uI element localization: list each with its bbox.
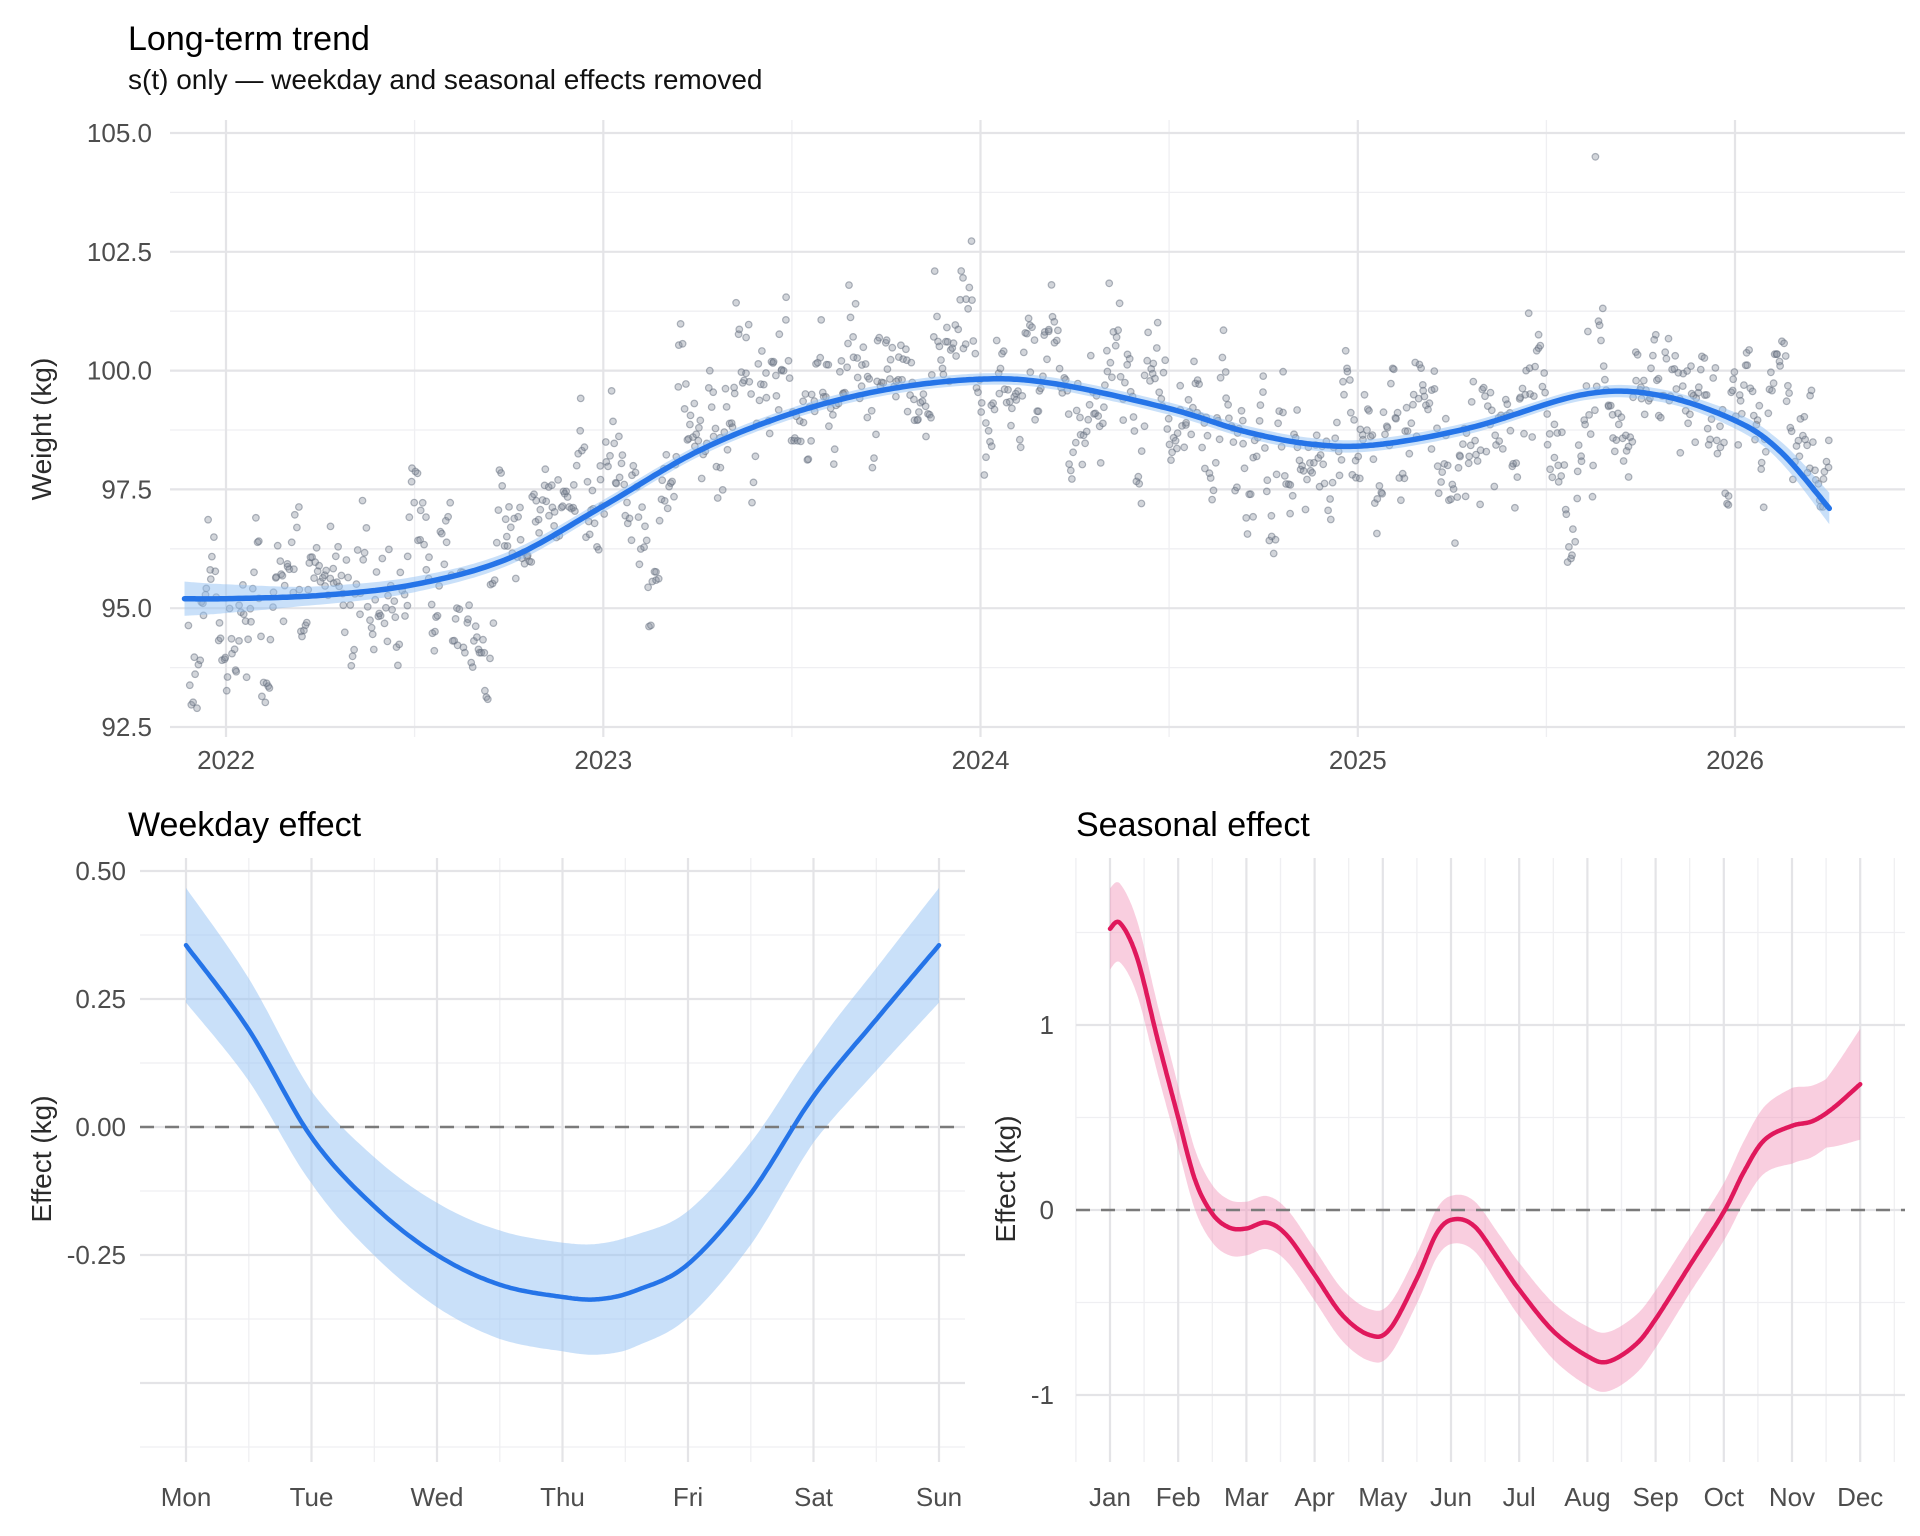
weekday-x-tick-label: Tue [290,1482,334,1512]
trend-chart-title: Long-term trend [128,20,370,58]
seasonal-x-tick-label: Jul [1503,1482,1536,1512]
weekday-tick-labels: Mon Tue Wed Thu Fri Sat Sun 0.50 0.25 0.00 -0.25 [67,856,962,1512]
seasonal-smooth-line [1107,919,1863,1365]
weekday-effect-chart: Mon Tue Wed Thu Fri Sat Sun 0.50 0.25 0.00 -0.25 [67,856,965,1512]
seasonal-x-tick-label: Mar [1224,1482,1269,1512]
trend-tick-labels: 2022 2023 2024 2025 2026 105.0 102.5 100.0 97.5 9… [87,118,1764,775]
weekday-y-tick-label: 0.25 [75,984,126,1014]
trend-chart: 2022 2023 2024 2025 2026 105.0 102.5 100.0 97.5 9… [87,118,1905,775]
trend-grid-minor [170,120,1905,737]
weekday-y-tick-label: 0.50 [75,856,126,886]
weekday-y-tick-label: -0.25 [67,1240,126,1270]
weekday-x-tick-label: Mon [161,1482,212,1512]
seasonal-effect-chart: Jan Feb Mar Apr May Jun Jul Aug Sep Oct Nov Dec 1 0 -1 [1031,858,1905,1512]
seasonal-x-tick-label: Jun [1430,1482,1472,1512]
weekday-smooth-line [183,942,942,1302]
weekday-chart-title: Weekday effect [128,806,362,844]
outlier-point [1591,152,1600,161]
seasonal-y-tick-label: 0 [1040,1195,1054,1225]
seasonal-x-tick-label: Sep [1632,1482,1678,1512]
weekday-x-tick-label: Wed [411,1482,464,1512]
seasonal-x-tick-label: Apr [1294,1482,1335,1512]
seasonal-y-tick-label: 1 [1040,1010,1054,1040]
seasonal-y-tick-label: -1 [1031,1380,1054,1410]
trend-y-tick-label: 92.5 [101,712,152,742]
weekday-x-tick-label: Sat [794,1482,834,1512]
trend-y-tick-label: 95.0 [101,593,152,623]
seasonal-x-tick-label: Feb [1156,1482,1201,1512]
trend-confidence-band [184,373,1830,616]
seasonal-grid-minor [1075,858,1905,1462]
trend-x-tick-label: 2026 [1706,745,1764,775]
weekday-grid-major [140,858,965,1462]
trend-chart-subtitle: s(t) only — weekday and seasonal effects… [128,64,763,95]
trend-y-tick-label: 102.5 [87,237,152,267]
seasonal-x-tick-label: Nov [1769,1482,1815,1512]
trend-grid-major [170,120,1905,737]
trend-x-tick-label: 2022 [197,745,255,775]
trend-x-tick-label: 2024 [952,745,1010,775]
trend-x-tick-label: 2023 [574,745,632,775]
trend-y-tick-label: 100.0 [87,356,152,386]
seasonal-x-tick-label: Jan [1089,1482,1131,1512]
seasonal-confidence-band [1110,882,1861,1392]
seasonal-x-tick-label: Dec [1837,1482,1883,1512]
seasonal-x-tick-label: Aug [1564,1482,1610,1512]
weekday-x-tick-label: Sun [916,1482,962,1512]
seasonal-x-tick-label: May [1358,1482,1407,1512]
weekday-x-tick-label: Fri [673,1482,703,1512]
scatter-points [184,152,1833,713]
weekday-x-tick-label: Thu [540,1482,585,1512]
seasonal-x-tick-label: Oct [1704,1482,1745,1512]
trend-x-tick-label: 2025 [1329,745,1387,775]
seasonal-chart-title: Seasonal effect [1076,806,1310,844]
weekday-grid-minor [140,858,965,1462]
seasonal-tick-labels: Jan Feb Mar Apr May Jun Jul Aug Sep Oct Nov Dec 1 0 -1 [1031,1010,1883,1512]
weekday-confidence-band [186,887,939,1355]
weekday-y-tick-label: 0.00 [75,1112,126,1142]
trend-y-tick-label: 105.0 [87,118,152,148]
trend-smooth-line [181,376,1833,602]
trend-y-tick-label: 97.5 [101,474,152,504]
